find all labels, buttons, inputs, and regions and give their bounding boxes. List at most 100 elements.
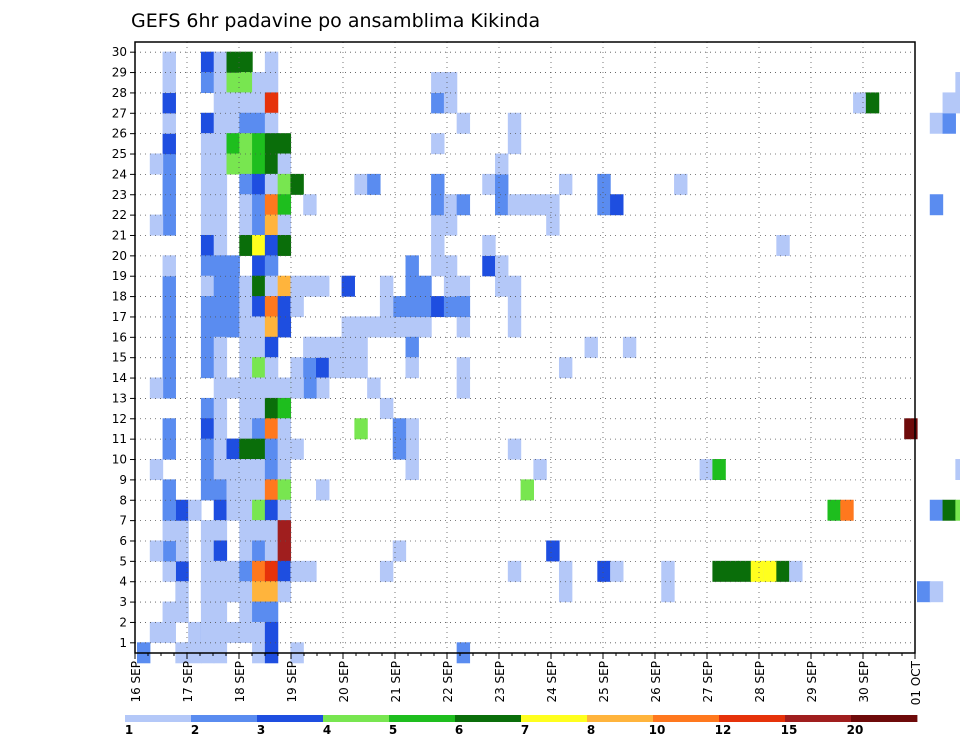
y-tick-label: 18 [112, 290, 127, 304]
heatmap-cell [379, 397, 394, 419]
heatmap-cell [507, 112, 522, 134]
heatmap-cell [252, 255, 266, 277]
heatmap-cell [239, 316, 253, 338]
colorbar-label: 1 [125, 723, 133, 737]
heatmap-cell [213, 479, 228, 501]
heatmap-cell [162, 72, 176, 94]
heatmap-cell [252, 540, 266, 562]
heatmap-cell [507, 560, 522, 582]
heatmap-cell [622, 336, 637, 358]
colorbar-swatch [785, 715, 852, 722]
colorbar-swatch [389, 715, 456, 722]
x-tick-label: 28 SEP [753, 661, 767, 703]
colorbar-label: 10 [649, 723, 666, 737]
heatmap-cell [239, 275, 253, 297]
colorbar-swatch [323, 715, 390, 722]
heatmap-cell [597, 194, 611, 216]
heatmap-cell [162, 438, 176, 460]
heatmap-cell [495, 194, 509, 216]
heatmap-cell [213, 560, 228, 582]
heatmap-cell [341, 275, 355, 297]
heatmap-cell [303, 275, 317, 297]
heatmap-cell [443, 92, 458, 114]
heatmap-cell [277, 173, 292, 195]
heatmap-cell [942, 499, 956, 521]
heatmap-cell [149, 540, 164, 562]
heatmap-cell [226, 377, 240, 399]
colorbar-label: 4 [323, 723, 331, 737]
x-tick-label: 19 SEP [285, 661, 299, 703]
heatmap-cell [507, 438, 522, 460]
heatmap-cell [405, 336, 419, 358]
heatmap-cell [431, 133, 445, 155]
colorbar-swatch [851, 715, 918, 722]
heatmap-cell [443, 296, 458, 318]
heatmap-cell [776, 234, 790, 256]
heatmap-cell [264, 194, 279, 216]
heatmap-cell [277, 418, 292, 440]
heatmap-cell [175, 560, 189, 582]
heatmap-cell [316, 336, 330, 358]
heatmap-cell [955, 72, 960, 94]
heatmap-cell [597, 560, 611, 582]
grid-lines [135, 42, 915, 653]
colorbar-label: 15 [781, 723, 798, 737]
heatmap-cell [456, 194, 471, 216]
heatmap-cell [200, 601, 215, 623]
heatmap-cell [200, 540, 215, 562]
heatmap-cell [213, 194, 228, 216]
y-tick-label: 5 [119, 554, 127, 568]
y-tick-label: 27 [112, 106, 127, 120]
heatmap-cell [213, 499, 228, 521]
heatmap-cell [200, 153, 215, 175]
heatmap-cell [239, 234, 253, 256]
heatmap-cell [443, 214, 458, 236]
heatmap-cell [226, 438, 240, 460]
heatmap-cell [277, 234, 292, 256]
heatmap-cell [200, 560, 215, 582]
heatmap-cell [443, 72, 458, 94]
heatmap-cell [239, 51, 253, 73]
heatmap-cell [200, 296, 215, 318]
x-tick-label: 17 SEP [181, 661, 195, 703]
heatmap-cell [162, 540, 176, 562]
heatmap-cell [162, 418, 176, 440]
heatmap-cell [239, 499, 253, 521]
colorbar-label: 2 [191, 723, 199, 737]
heatmap-cell [277, 438, 292, 460]
heatmap-cell [929, 499, 944, 521]
heatmap-cell [239, 438, 253, 460]
heatmap-cell [162, 112, 176, 134]
heatmap-cell [264, 234, 279, 256]
heatmap-cell [610, 194, 624, 216]
heatmap-cell [379, 316, 394, 338]
heatmap-cell [264, 499, 279, 521]
heatmap-cell [226, 133, 240, 155]
heatmap-cell [162, 601, 176, 623]
heatmap-cell [213, 255, 228, 277]
heatmap-cell [252, 397, 266, 419]
heatmap-cell [303, 336, 317, 358]
heatmap-cell [213, 581, 228, 603]
heatmap-cell [482, 173, 496, 195]
heatmap-cell [213, 397, 228, 419]
heatmap-cell [239, 336, 253, 358]
heatmap-cell [252, 214, 266, 236]
heatmap-cell [162, 255, 176, 277]
colorbar-swatch [587, 715, 654, 722]
colorbar-label: 6 [455, 723, 463, 737]
heatmap-cell [200, 234, 215, 256]
heatmap-cell [162, 479, 176, 501]
heatmap-cell [456, 357, 471, 379]
heatmap-cell [725, 560, 739, 582]
heatmap-cell [226, 479, 240, 501]
heatmap-cell [162, 51, 176, 73]
y-tick-label: 17 [112, 310, 127, 324]
heatmap-cell [405, 255, 419, 277]
heatmap-cell [264, 214, 279, 236]
heatmap-cell [252, 418, 266, 440]
heatmap-cell [264, 601, 279, 623]
heatmap-cell [264, 540, 279, 562]
colorbar: 1 2 3 4 5 6 7 8 10 12 15 20 [125, 715, 918, 737]
